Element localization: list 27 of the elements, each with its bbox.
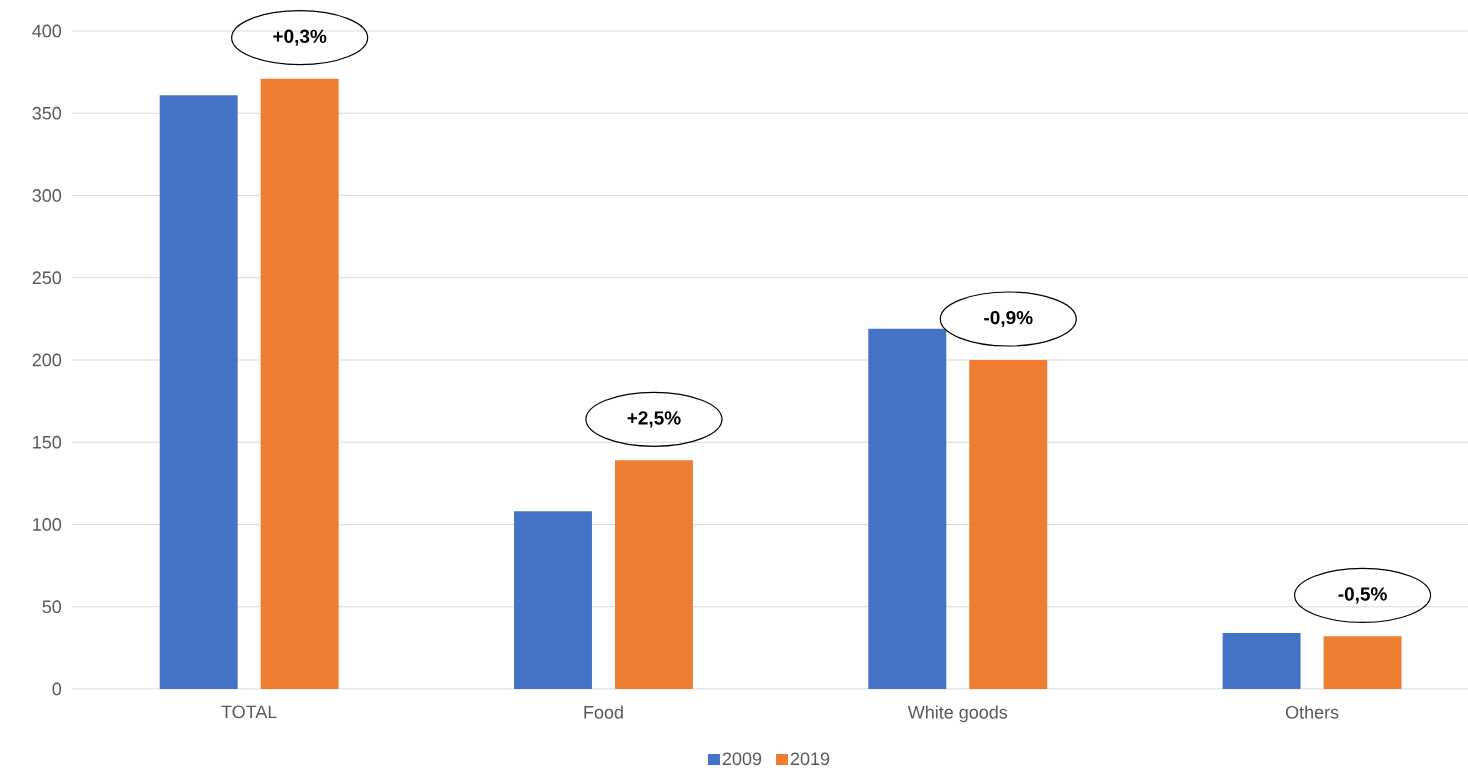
legend-label: 2009 <box>722 752 762 766</box>
y-tick-label: 100 <box>33 518 62 531</box>
x-tick-label: TOTAL <box>221 705 277 719</box>
y-tick-label: 50 <box>42 600 62 614</box>
annotation: -0,9% <box>984 310 1033 328</box>
x-tick-label: Others <box>1285 705 1339 719</box>
y-tick-label: 400 <box>32 24 62 38</box>
legend-label: 2019 <box>790 752 830 766</box>
y-tick-label: 300 <box>32 189 62 202</box>
y-tick-label: 0 <box>52 682 62 696</box>
bar <box>868 328 947 689</box>
y-tick-label: 150 <box>33 435 62 449</box>
bar <box>969 359 1048 689</box>
y-tick-label: 250 <box>32 271 62 285</box>
annotation: -0,5% <box>1338 587 1387 604</box>
bar <box>159 95 238 689</box>
bar <box>1222 633 1301 689</box>
bar <box>514 511 592 689</box>
y-tick-label: 350 <box>32 106 62 120</box>
x-tick-label: White goods <box>907 705 1008 723</box>
bar <box>614 460 693 689</box>
bar <box>1323 636 1402 689</box>
annotation: +2,5% <box>627 411 681 428</box>
y-tick-label: 200 <box>32 353 62 367</box>
x-tick-label: Food <box>584 705 623 719</box>
annotation: +0,3% <box>273 29 327 46</box>
bar <box>260 78 339 689</box>
